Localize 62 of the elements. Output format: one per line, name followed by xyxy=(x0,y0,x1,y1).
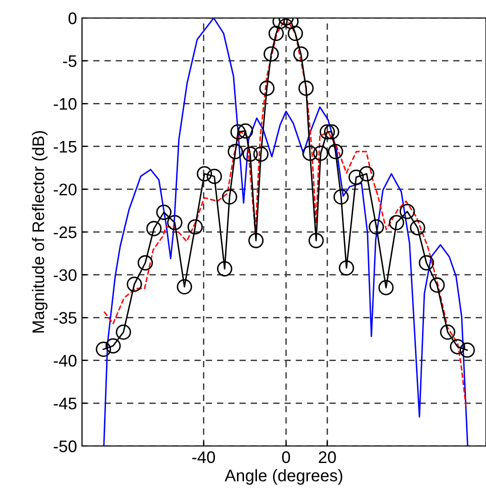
point xyxy=(418,255,434,270)
point xyxy=(298,80,314,96)
point xyxy=(96,342,112,357)
y-tick-label: -50 xyxy=(54,440,76,452)
point xyxy=(302,146,318,161)
point xyxy=(348,170,364,185)
point xyxy=(450,339,466,354)
x-tick-label: 20 xyxy=(318,451,336,464)
point xyxy=(264,46,279,62)
point xyxy=(410,220,426,236)
point xyxy=(146,220,162,236)
point xyxy=(206,168,222,184)
point xyxy=(105,338,121,354)
point xyxy=(238,123,254,139)
y-tick-label: -5 xyxy=(63,55,76,68)
y-tick-label: -25 xyxy=(54,226,76,238)
point xyxy=(359,166,374,182)
point xyxy=(333,189,349,205)
point xyxy=(188,219,203,235)
point xyxy=(430,277,445,293)
point xyxy=(460,342,475,358)
y-tick-label: -30 xyxy=(54,269,76,282)
point xyxy=(176,279,192,294)
point xyxy=(259,80,275,96)
point xyxy=(288,26,303,42)
point xyxy=(253,146,269,162)
point xyxy=(378,280,394,296)
point xyxy=(230,124,246,140)
y-tick-label: -20 xyxy=(54,184,76,196)
y-axis-title: Magnitude of Reflector (dB) xyxy=(32,131,48,333)
y-tick-label: -45 xyxy=(54,398,76,410)
point xyxy=(338,260,354,276)
point xyxy=(228,144,243,160)
point xyxy=(222,189,238,205)
y-tick-label: -15 xyxy=(54,140,76,153)
x-tick-label: -40 xyxy=(192,451,216,464)
point xyxy=(268,26,284,42)
x-axis-title: Angle (degrees) xyxy=(224,469,342,485)
point xyxy=(216,261,232,276)
point xyxy=(116,324,132,340)
point xyxy=(313,146,328,161)
y-tick-label: -40 xyxy=(54,354,76,367)
point xyxy=(126,276,142,292)
point xyxy=(196,166,212,182)
point xyxy=(328,144,344,160)
point xyxy=(440,324,456,340)
point xyxy=(368,219,384,235)
point xyxy=(308,232,324,248)
point xyxy=(167,214,182,230)
point xyxy=(138,255,153,270)
y-tick-label: -10 xyxy=(54,98,76,110)
y-tick-label: 0 xyxy=(68,12,76,24)
point xyxy=(156,204,172,220)
point xyxy=(293,46,309,62)
point xyxy=(388,214,404,230)
point xyxy=(320,124,335,140)
y-tick-label: -35 xyxy=(54,312,76,324)
point xyxy=(324,124,340,140)
x-tick-label: 0 xyxy=(282,451,290,464)
point xyxy=(242,146,258,162)
point xyxy=(248,232,264,248)
point xyxy=(400,204,415,220)
